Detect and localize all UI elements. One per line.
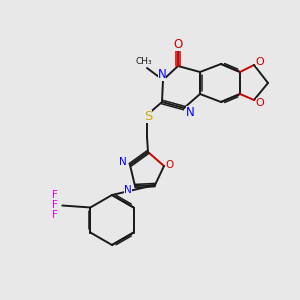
Text: F: F bbox=[52, 211, 58, 220]
Text: S: S bbox=[144, 110, 152, 122]
Text: F: F bbox=[52, 200, 58, 211]
Text: O: O bbox=[256, 98, 264, 108]
Text: N: N bbox=[119, 157, 127, 167]
Text: F: F bbox=[52, 190, 58, 200]
Text: N: N bbox=[158, 68, 166, 80]
Text: N: N bbox=[124, 185, 132, 195]
Text: O: O bbox=[173, 38, 183, 50]
Text: O: O bbox=[166, 160, 174, 170]
Text: N: N bbox=[186, 106, 194, 118]
Text: CH₃: CH₃ bbox=[136, 56, 152, 65]
Text: O: O bbox=[256, 57, 264, 67]
